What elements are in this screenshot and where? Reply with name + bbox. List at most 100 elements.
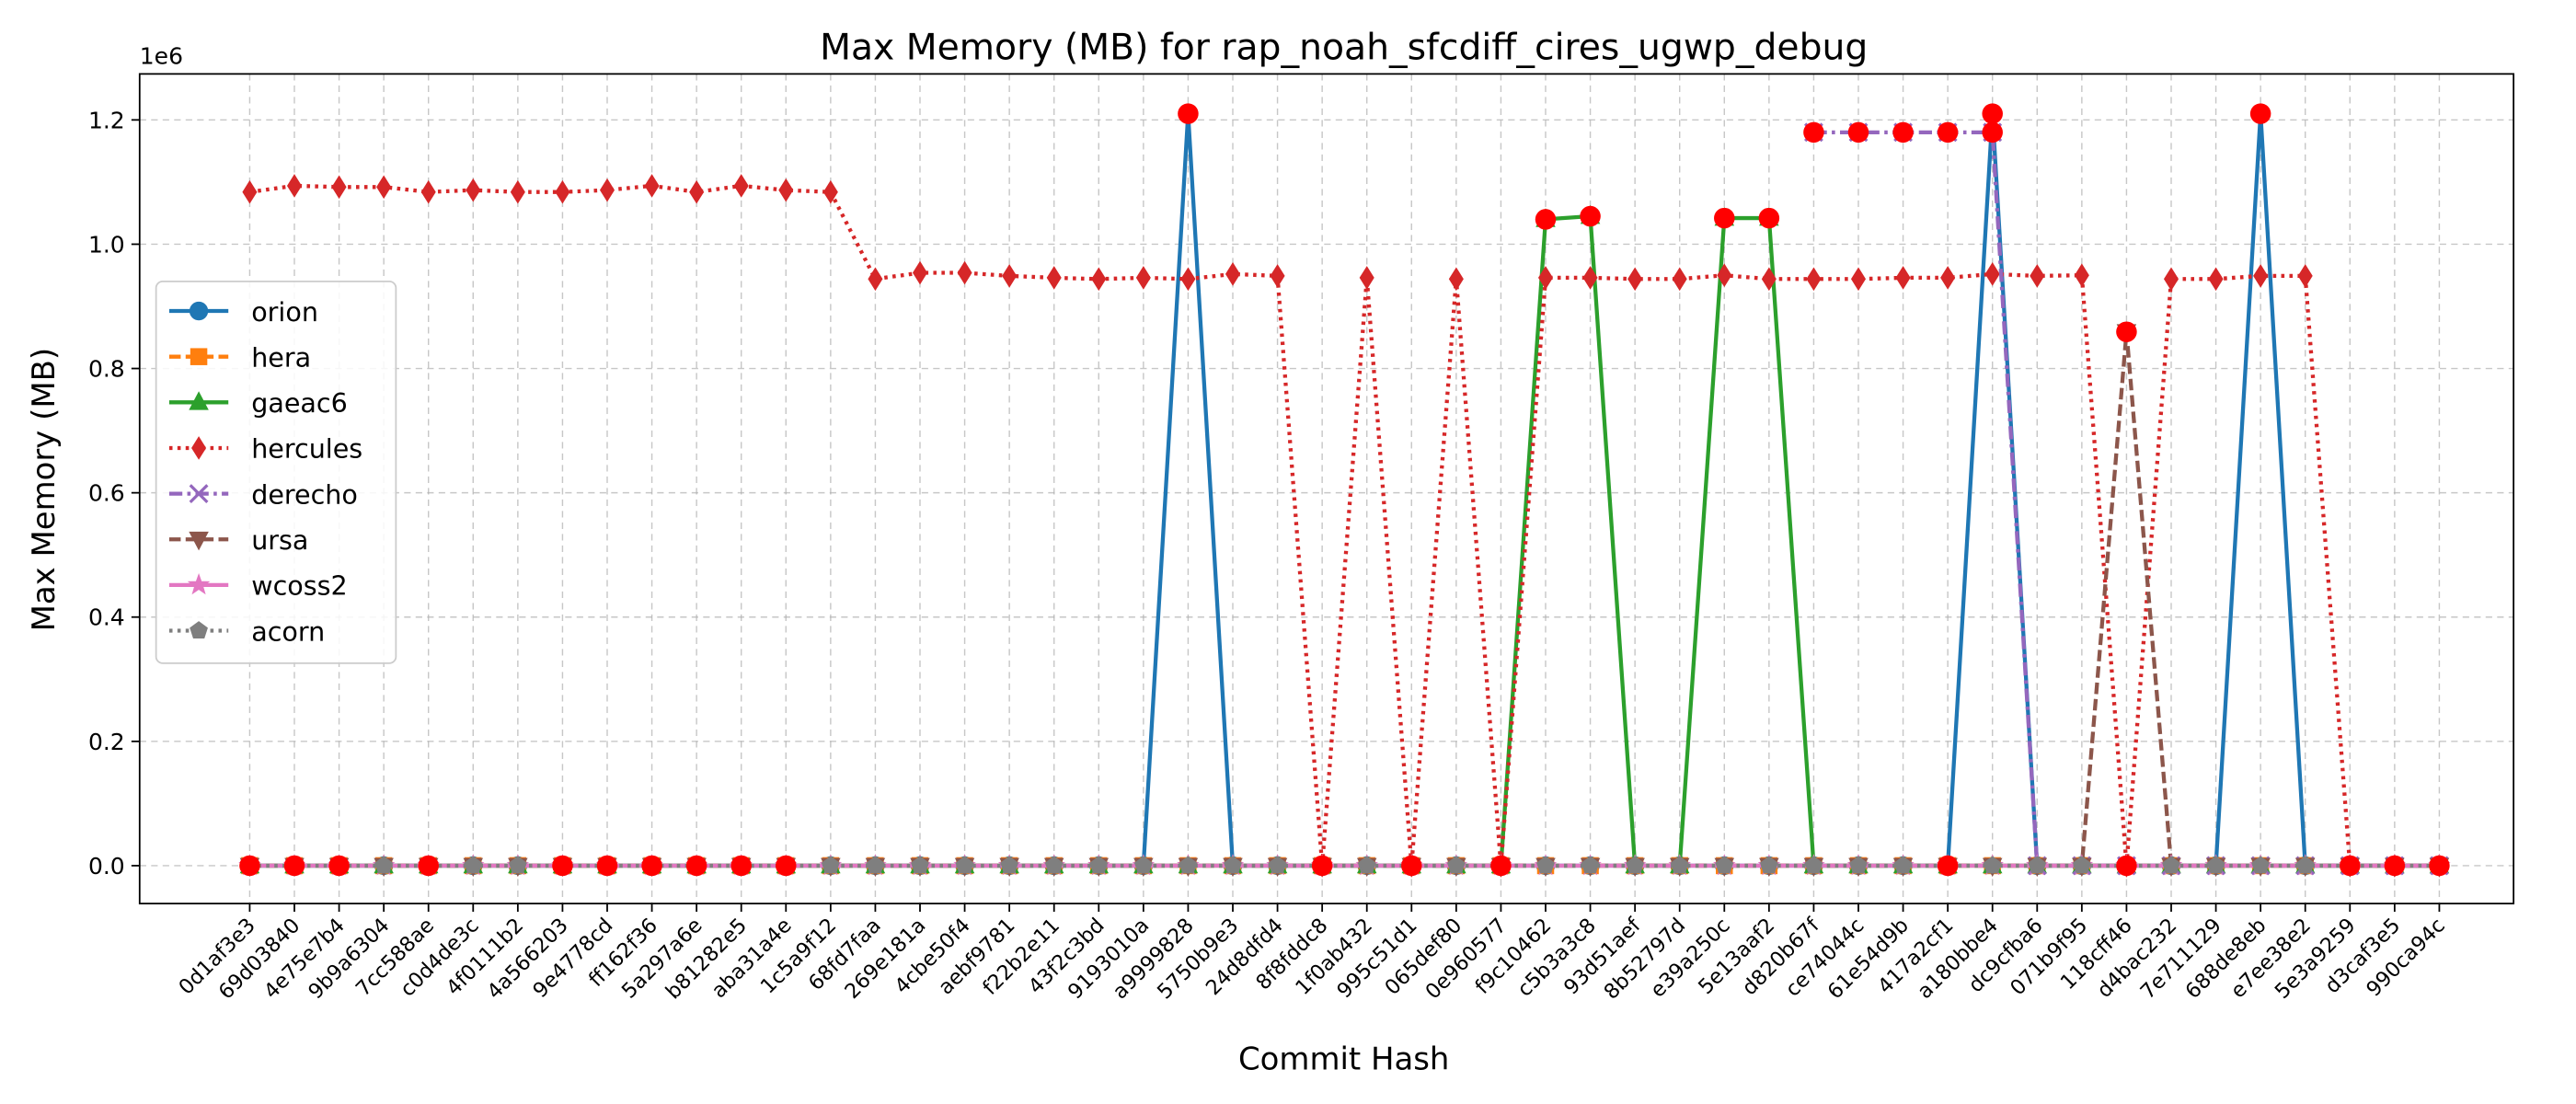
series-marker (1089, 856, 1109, 874)
legend-label: derecho (251, 478, 358, 510)
series-marker (957, 260, 972, 285)
highlight-marker (1847, 121, 1869, 144)
legend-marker (189, 391, 209, 410)
series-marker (2251, 856, 2271, 874)
y-tick-label: 0.6 (88, 480, 125, 507)
y-tick-label: 0.0 (88, 853, 125, 880)
series-marker (2163, 267, 2179, 292)
series-marker (1537, 266, 1554, 290)
highlight-marker (776, 855, 797, 877)
series-marker (912, 260, 928, 285)
series-marker (1940, 266, 1956, 290)
highlight-marker (1311, 855, 1333, 877)
series-marker (1224, 856, 1242, 874)
series-marker (1180, 267, 1196, 292)
series-marker (376, 175, 392, 200)
series-marker (866, 856, 885, 874)
highlight-marker (1982, 103, 2003, 124)
series-marker (1268, 856, 1287, 874)
series-marker (2028, 856, 2047, 874)
highlight-marker (1758, 207, 1780, 229)
series-marker (1046, 266, 1062, 290)
series-marker (822, 179, 838, 204)
series-marker (868, 267, 883, 292)
series-marker (1983, 856, 2002, 874)
highlight-marker (1937, 121, 1959, 144)
series-marker (510, 179, 525, 204)
series-marker (286, 174, 303, 198)
series-marker (1135, 266, 1151, 290)
series-marker (1984, 262, 2000, 286)
series-marker (1806, 267, 1822, 292)
highlight-marker (1490, 855, 1512, 877)
series-marker (374, 856, 394, 874)
series-marker (1091, 267, 1107, 292)
series-marker (733, 174, 749, 198)
series-marker (1179, 856, 1198, 874)
series-marker (1849, 856, 1868, 874)
highlight-marker (283, 855, 305, 877)
legend-label: hera (251, 341, 311, 373)
legend-box (155, 281, 397, 664)
series-marker (1359, 266, 1374, 290)
chart-title: Max Memory (MB) for rap_noah_sfcdiff_cir… (820, 27, 1868, 68)
legend-marker (189, 531, 209, 551)
highlight-marker (418, 855, 439, 877)
y-offset-label: 1e6 (140, 43, 183, 70)
highlight-marker (328, 855, 350, 877)
highlight-marker (1178, 103, 1199, 124)
series-marker (1002, 264, 1018, 288)
series-marker (1626, 856, 1645, 874)
highlight-marker (2116, 855, 2137, 877)
highlight-marker (239, 855, 260, 877)
y-tick-label: 0.4 (88, 604, 125, 631)
series-marker (1761, 267, 1777, 292)
series-marker (599, 178, 615, 202)
series-marker (420, 179, 436, 204)
series-marker (1627, 267, 1643, 292)
series-marker (1000, 856, 1019, 874)
legend-label: wcoss2 (251, 570, 347, 602)
series-marker (1895, 266, 1911, 290)
series-marker (2074, 263, 2089, 288)
series-marker (1357, 856, 1376, 874)
series-marker (1044, 856, 1064, 874)
series-marker (778, 178, 794, 202)
series-marker (1672, 267, 1687, 292)
plot-frame (138, 73, 2515, 905)
series-marker (2030, 264, 2045, 288)
highlight-marker (1580, 205, 1601, 227)
highlight-marker (730, 855, 752, 877)
legend-marker (190, 621, 208, 638)
series-marker (911, 856, 929, 874)
series-marker (1717, 263, 1732, 288)
highlight-marker (685, 855, 707, 877)
legend-marker (190, 348, 208, 365)
series-marker (1581, 856, 1600, 874)
series-marker (1582, 266, 1598, 290)
series-marker (2253, 264, 2269, 288)
highlight-marker (2340, 855, 2361, 877)
highlight-marker (2429, 855, 2450, 877)
series-marker (1133, 856, 1153, 874)
series-marker (955, 856, 974, 874)
highlight-marker (2116, 321, 2137, 342)
highlight-marker (1937, 855, 1959, 877)
y-tick-label: 0.8 (88, 355, 125, 382)
legend-marker (189, 301, 209, 321)
series-marker (644, 174, 660, 198)
series-marker (2208, 267, 2224, 292)
series-marker (821, 856, 840, 874)
series-marker (1893, 856, 1913, 874)
series-marker (2072, 856, 2091, 874)
series-marker (1225, 262, 1241, 286)
y-tick-label: 0.2 (88, 729, 125, 755)
series-marker (508, 856, 527, 874)
highlight-marker (1535, 209, 1557, 230)
highlight-marker (1892, 121, 1914, 144)
legend-marker (189, 484, 209, 504)
series-marker (689, 179, 705, 204)
series-marker (555, 179, 570, 204)
